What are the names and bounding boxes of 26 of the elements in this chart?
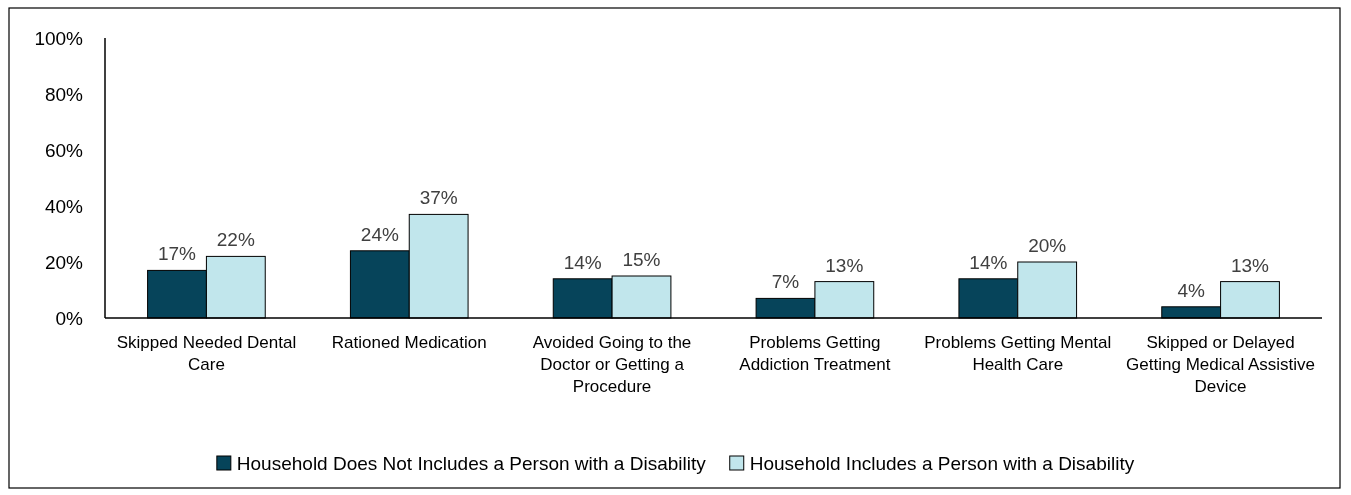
- y-tick-label: 80%: [44, 83, 84, 105]
- x-tick-label: Problems Getting Addiction Treatment: [739, 333, 891, 374]
- y-tick-label: 20%: [44, 251, 84, 273]
- data-label: 22%: [216, 229, 255, 251]
- data-label: 20%: [1028, 235, 1067, 256]
- x-tick-label: Avoided Going to the Doctor or Getting a Procedure: [532, 333, 692, 396]
- x-tick-label: Skipped or Delayed Getting Medical Assistive Device: [1126, 333, 1316, 396]
- data-label: 14%: [563, 251, 602, 273]
- y-tick-label: 60%: [44, 139, 84, 161]
- legend-label: Household Includes a Person with a Disability: [749, 452, 1135, 474]
- data-label: 17%: [157, 243, 197, 265]
- data-label: 37%: [419, 187, 458, 209]
- y-tick-label: 40%: [44, 195, 84, 217]
- data-label: 14%: [969, 251, 1008, 273]
- legend-label: Household Does Not Includes a Person with a Disability: [236, 452, 707, 474]
- data-label: 7%: [771, 271, 800, 293]
- x-tick-label: Problems Getting Mental Health Care: [924, 333, 1112, 374]
- data-label: 4%: [1177, 279, 1206, 301]
- data-label: 13%: [1230, 254, 1270, 276]
- data-label: 15%: [622, 249, 661, 270]
- x-tick-label: Rationed Medication: [331, 333, 487, 352]
- y-tick-label: 0%: [55, 307, 84, 329]
- x-tick-label: Skipped Needed Dental Care: [116, 333, 297, 374]
- data-label: 24%: [360, 223, 399, 245]
- y-tick-label: 100%: [34, 27, 84, 49]
- data-label: 13%: [825, 254, 864, 276]
